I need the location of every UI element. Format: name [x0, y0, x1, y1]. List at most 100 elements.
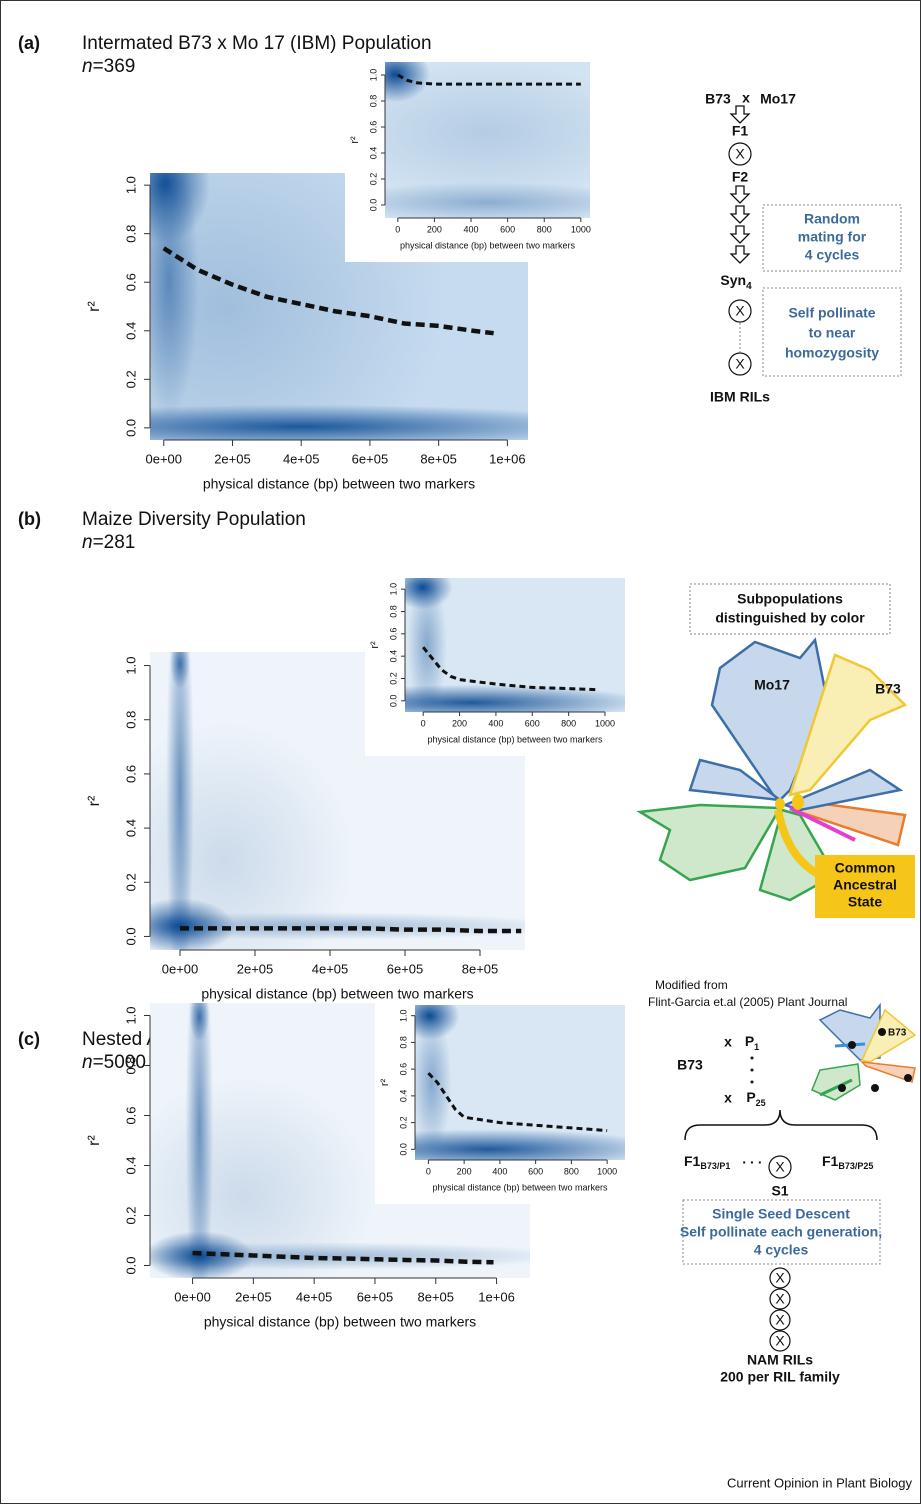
- self-mark: X: [775, 1333, 785, 1349]
- x-axis-label: physical distance (bp) between two marke…: [400, 240, 576, 250]
- y-tick-label: 0.8: [123, 711, 138, 729]
- x-tick-label: 6e+05: [357, 1289, 394, 1304]
- x-tick-label: 2e+05: [214, 451, 251, 466]
- self-mark: X: [735, 303, 745, 319]
- y-tick-label: 0.0: [388, 695, 398, 708]
- note: Random: [804, 211, 860, 227]
- y-tick-label: 0.2: [123, 1206, 138, 1224]
- panel-title: Intermated B73 x Mo 17 (IBM) Population: [82, 33, 432, 54]
- x-tick-label: 0e+00: [145, 451, 182, 466]
- x-tick-label: 4e+05: [296, 1289, 333, 1304]
- arrow: [731, 226, 749, 243]
- f1-base: F1: [822, 1153, 839, 1169]
- x-tick-label: 8e+05: [462, 961, 499, 976]
- y-axis-label: r²: [86, 1135, 103, 1146]
- x-tick-label: 4e+05: [312, 961, 349, 976]
- x-tick-label: 400: [488, 718, 503, 728]
- note: Self pollinate: [788, 305, 875, 321]
- f1-sub: B73/P1: [700, 1161, 730, 1171]
- x-tick-label: 600: [528, 1166, 543, 1176]
- x-tick-label: 800: [537, 224, 552, 234]
- self-mark: X: [775, 1159, 785, 1175]
- x-axis-label: physical distance (bp) between two marke…: [427, 734, 603, 744]
- credit: Flint-Garcia et.al (2005) Plant Journal: [648, 995, 847, 1009]
- parent: Mo17: [760, 91, 796, 107]
- ancestral: Ancestral: [833, 877, 897, 893]
- generation: F2: [732, 169, 749, 185]
- x-tick-label: 400: [492, 1166, 507, 1176]
- y-tick-label: 0.6: [398, 1063, 408, 1076]
- sample-size: n=281: [82, 532, 135, 553]
- x-tick-label: 1e+06: [478, 1289, 515, 1304]
- y-tick-label: 0.4: [398, 1090, 408, 1103]
- arrow: [731, 206, 749, 223]
- x-tick-label: 0e+00: [162, 961, 199, 976]
- figure: (a) Intermated B73 x Mo 17 (IBM) Populat…: [0, 0, 921, 1504]
- panel-label: (a): [18, 33, 40, 53]
- y-tick-label: 0.6: [123, 1106, 138, 1124]
- nam-diagram: B73 x P1 B73 x P25 F1B73/P1 . . . F1B73/…: [677, 1005, 915, 1385]
- arrow: [731, 246, 749, 263]
- y-tick-label: 1.0: [398, 1009, 408, 1022]
- n-symbol: n: [82, 56, 93, 77]
- x-tick-label: 2e+05: [237, 961, 274, 976]
- x-tick-label: 1000: [597, 1166, 617, 1176]
- result: NAM RILs: [747, 1352, 813, 1368]
- y-tick-label: 0.0: [398, 1143, 408, 1156]
- y-tick-label: 1.0: [123, 1006, 138, 1024]
- p: P: [746, 1089, 755, 1105]
- y-tick-label: 0.8: [123, 1056, 138, 1074]
- ancestral: Common: [835, 860, 896, 876]
- ibm-diagram: B73 x Mo17 F1 X F2 Random mating for 4 c…: [705, 90, 901, 405]
- arrow: [731, 106, 749, 123]
- mini-label: B73: [888, 1028, 907, 1039]
- self-mark: X: [735, 356, 745, 372]
- y-tick-label: 0.0: [123, 927, 138, 945]
- ancestral: State: [848, 894, 882, 910]
- x-tick-label: 0: [421, 718, 426, 728]
- f1: F1B73/P1: [684, 1153, 730, 1172]
- y-tick-label: 0.8: [398, 1036, 408, 1049]
- x-axis-label: physical distance (bp) between two marke…: [204, 1314, 476, 1330]
- x-tick-label: 8e+05: [420, 451, 457, 466]
- y-tick-label: 0.0: [123, 1256, 138, 1274]
- dot: [751, 1069, 754, 1072]
- syn-sub: 4: [746, 281, 752, 292]
- p-sub: 25: [756, 1098, 766, 1108]
- parent: P25: [746, 1089, 765, 1109]
- density-blob: [115, 1076, 375, 1316]
- generation: F1: [732, 123, 749, 139]
- dots: . . .: [742, 1151, 761, 1167]
- cross: x: [724, 1034, 732, 1050]
- parent: B73: [677, 1057, 703, 1073]
- syn: Syn: [720, 272, 746, 288]
- y-tick-label: 0.2: [388, 672, 398, 685]
- x-tick-label: 4e+05: [283, 451, 320, 466]
- parent: B73: [705, 91, 731, 107]
- y-tick-label: 0.6: [123, 765, 138, 783]
- generation: Syn4: [720, 272, 752, 292]
- y-tick-label: 0.4: [123, 322, 138, 340]
- y-tick-label: 0.2: [398, 1116, 408, 1129]
- footer: Current Opinion in Plant Biology: [727, 1475, 912, 1490]
- generation: S1: [771, 1183, 788, 1199]
- charts: 0.0 0.2 0.4 0.6 0.8 1.0 0e+00 2e+05 4e+05 6e+05 8e…: [0, 46, 669, 1329]
- x-tick-label: 1000: [571, 224, 591, 234]
- y-tick-label: 0.6: [388, 628, 398, 641]
- density-blob: [170, 639, 190, 689]
- note: Self pollinate each generation,: [680, 1224, 882, 1240]
- f1-sub: B73/P25: [838, 1161, 873, 1171]
- result: 200 per RIL family: [720, 1369, 840, 1385]
- x-tick-label: 800: [561, 718, 576, 728]
- note: distinguished by color: [715, 610, 865, 626]
- self-mark: X: [775, 1312, 785, 1328]
- f1: F1B73/P25: [822, 1153, 873, 1172]
- self-mark: X: [775, 1291, 785, 1307]
- x-tick-label: 6e+05: [352, 451, 389, 466]
- density-blob: [95, 721, 355, 1001]
- x-tick-label: 200: [427, 224, 442, 234]
- y-tick-label: 0.6: [123, 273, 138, 291]
- n-symbol: n: [82, 1052, 93, 1073]
- y-tick-label: 0.0: [123, 419, 138, 437]
- y-axis-label: r²: [369, 641, 381, 649]
